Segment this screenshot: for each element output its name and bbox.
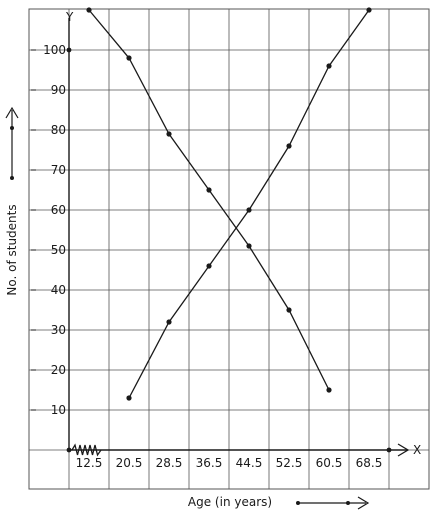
x-direction-arrow-dot bbox=[346, 501, 350, 505]
y-tick-label: 50 bbox=[51, 243, 66, 257]
y-tick-label: 60 bbox=[51, 203, 66, 217]
series-2-point bbox=[126, 55, 132, 61]
series-1-point bbox=[126, 395, 132, 401]
x-direction-arrow-dot bbox=[296, 501, 300, 505]
x-axis-title: Age (in years) bbox=[188, 495, 272, 509]
series bbox=[86, 7, 372, 401]
y-direction-arrow-dot bbox=[10, 176, 14, 180]
x-tick-label: 44.5 bbox=[236, 456, 263, 470]
series-1-point bbox=[206, 263, 212, 269]
axes bbox=[66, 18, 410, 457]
series-1-point bbox=[246, 207, 252, 213]
grid bbox=[28, 8, 430, 490]
series-1-point bbox=[366, 7, 372, 13]
y-tick-label: 80 bbox=[51, 123, 66, 137]
series-2-line bbox=[88, 9, 330, 391]
x-tick-label: 20.5 bbox=[116, 456, 143, 470]
y-tick-label: 40 bbox=[51, 283, 66, 297]
y-axis-top-point bbox=[66, 47, 72, 53]
series-1-point bbox=[286, 143, 292, 149]
x-tick-label: 60.5 bbox=[316, 456, 343, 470]
y-tick-label: 100 bbox=[43, 43, 66, 57]
y-tick-label: 20 bbox=[51, 363, 66, 377]
x-tick-label: 52.5 bbox=[276, 456, 303, 470]
y-tick-label: 10 bbox=[51, 403, 66, 417]
y-tick-label: 90 bbox=[51, 83, 66, 97]
origin-point bbox=[66, 447, 72, 453]
y-direction-arrow-dot bbox=[10, 126, 14, 130]
x-tick-label: 12.5 bbox=[76, 456, 103, 470]
x-direction-arrow-head bbox=[357, 496, 370, 510]
series-1-line bbox=[128, 9, 370, 399]
series-2-point bbox=[286, 307, 292, 313]
series-1-point bbox=[326, 63, 332, 69]
series-2-point bbox=[206, 187, 212, 193]
direction-arrows bbox=[5, 106, 370, 510]
series-2-point bbox=[246, 243, 252, 249]
series-2-point bbox=[326, 387, 332, 393]
x-tick-label: 68.5 bbox=[356, 456, 383, 470]
y-direction-arrow-head bbox=[5, 106, 19, 119]
x-axis-end-point bbox=[386, 447, 392, 453]
y-axis-title: No. of students bbox=[5, 204, 19, 295]
axis-break-symbol bbox=[71, 443, 102, 457]
tick-labels: 12.5 20.5 28.5 36.5 44.5 52.5 60.5 68.5 10 20 30 40… bbox=[31, 43, 382, 470]
series-1-point bbox=[166, 319, 172, 325]
x-axis-arrowhead bbox=[397, 443, 410, 457]
y-axis-letter: Y bbox=[65, 10, 74, 24]
series-2-point bbox=[166, 131, 172, 137]
x-axis-letter: X bbox=[413, 443, 421, 457]
x-tick-label: 36.5 bbox=[196, 456, 223, 470]
x-tick-label: 28.5 bbox=[156, 456, 183, 470]
y-tick-label: 30 bbox=[51, 323, 66, 337]
y-tick-label: 70 bbox=[51, 163, 66, 177]
series-2-point bbox=[86, 7, 92, 13]
